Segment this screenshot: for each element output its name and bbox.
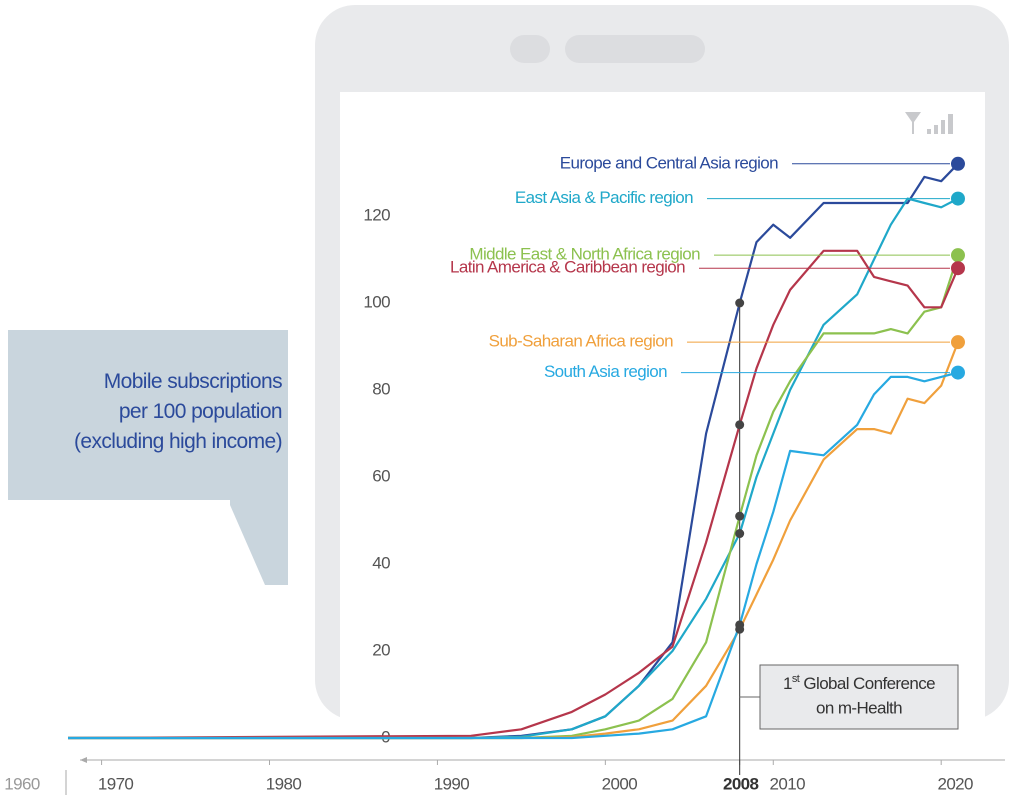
y-tick-label: 100 [363, 292, 390, 311]
x-tick-label: 2008 [723, 774, 759, 793]
x-tick-label: 2010 [770, 774, 806, 793]
end-point [951, 157, 965, 171]
y-tick-label: 20 [372, 640, 390, 659]
x-axis-arrow [80, 757, 87, 763]
legend-label: Latin America & Caribbean region [450, 258, 685, 277]
end-point [951, 261, 965, 275]
highlight-point [735, 529, 744, 538]
y-tick-label: 40 [372, 553, 390, 572]
legend-label: East Asia & Pacific region [515, 188, 693, 207]
y-tick-label: 120 [363, 205, 390, 224]
end-point [951, 335, 965, 349]
end-point [951, 366, 965, 380]
phone-camera [510, 35, 550, 63]
phone-speaker [565, 35, 705, 63]
x-start-label: 1960 [4, 774, 40, 793]
legend-label: South Asia region [544, 362, 667, 381]
x-tick-label: 2000 [602, 774, 638, 793]
x-tick-label: 1990 [434, 774, 470, 793]
chart: Mobile subscriptionsper 100 population(e… [0, 0, 1009, 800]
y-tick-label: 80 [372, 379, 390, 398]
legend-label: Sub-Saharan Africa region [489, 332, 674, 351]
x-tick-label: 1970 [98, 774, 134, 793]
end-point [951, 192, 965, 206]
annotation-text: on m-Health [816, 698, 902, 717]
highlight-point [735, 620, 744, 629]
highlight-point [735, 299, 744, 308]
x-tick-label: 2020 [937, 774, 973, 793]
x-tick-label: 1980 [266, 774, 302, 793]
highlight-point [735, 512, 744, 521]
callout-box [8, 330, 288, 585]
highlight-point [735, 420, 744, 429]
legend-label: Europe and Central Asia region [560, 153, 778, 172]
y-tick-label: 60 [372, 466, 390, 485]
end-point [951, 248, 965, 262]
